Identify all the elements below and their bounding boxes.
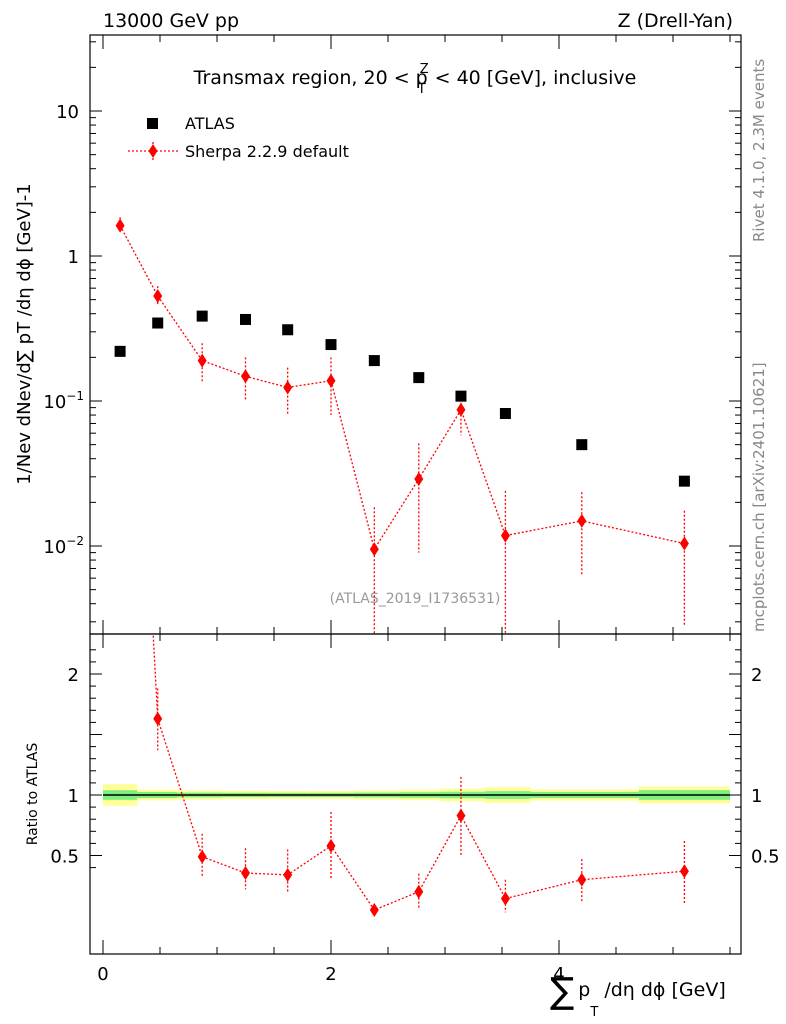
rivet-label: Rivet 4.1.0, 2.3M events bbox=[750, 59, 768, 242]
atlas-point bbox=[196, 310, 208, 322]
sherpa-point bbox=[577, 513, 587, 528]
atlas-point bbox=[325, 339, 337, 351]
main-title: Transmax region, 20 < p TZ < 40 [GeV], in… bbox=[193, 62, 637, 97]
atlas-point bbox=[678, 475, 690, 487]
sherpa-line bbox=[119, 225, 685, 551]
title-post: < 40 [GeV], inclusive bbox=[429, 67, 637, 89]
x-label-rest: /dη dϕ [GeV] bbox=[598, 979, 725, 1001]
sherpa-point bbox=[456, 402, 466, 417]
sherpa-point bbox=[241, 369, 250, 384]
sherpa-point bbox=[241, 866, 250, 881]
ratio-y-tick-label: 2 bbox=[68, 665, 79, 686]
sherpa-point bbox=[283, 380, 293, 395]
tick-base: 10 bbox=[43, 392, 66, 413]
ratio-y-tick-label-right: 2 bbox=[751, 665, 762, 686]
sherpa-line bbox=[152, 634, 685, 911]
atlas-point bbox=[576, 439, 588, 451]
mcplots-label: mcplots.cern.ch [arXiv:2401.10621] bbox=[750, 362, 768, 632]
ratio-ylabel: Ratio to ATLAS bbox=[25, 743, 41, 846]
sherpa-point bbox=[414, 471, 424, 486]
legend: ATLAS Sherpa 2.2.9 default bbox=[128, 114, 349, 161]
atlas-point bbox=[282, 324, 294, 336]
x-label-sum: ∑ bbox=[550, 971, 574, 1012]
ratio-y-tick-label: 1 bbox=[68, 786, 79, 807]
sherpa-point bbox=[283, 867, 293, 882]
atlas-point bbox=[240, 313, 251, 325]
sherpa-point bbox=[456, 808, 466, 823]
legend-atlas-marker bbox=[147, 118, 158, 129]
ratio-y-ticks: 2 2 1 1 0.5 0.5 bbox=[50, 649, 780, 869]
sherpa-point bbox=[369, 902, 379, 917]
sherpa-ratio-series bbox=[152, 634, 689, 917]
legend-atlas-label: ATLAS bbox=[185, 114, 235, 133]
main-panel: Transmax region, 20 < p TZ < 40 [GeV], in… bbox=[14, 34, 742, 635]
sherpa-point bbox=[577, 872, 587, 887]
main-y-tick-label: 1 bbox=[68, 247, 79, 268]
ratio-y-tick-label-right: 0.5 bbox=[751, 847, 780, 868]
title-sub: T bbox=[417, 82, 426, 97]
sherpa-point bbox=[197, 353, 207, 368]
ratio-y-tick-label: 0.5 bbox=[50, 847, 79, 868]
ratio-panel: 2 2 1 1 0.5 0.5 0 2 4 Ratio to ATLAS bbox=[25, 633, 780, 985]
main-y-tick-label: 10 bbox=[56, 102, 79, 123]
atlas-point bbox=[499, 407, 511, 419]
x-tick-label: 4 bbox=[553, 964, 564, 985]
main-y-tick-label: 10−2 bbox=[43, 534, 84, 558]
sherpa-point bbox=[679, 536, 689, 551]
atlas-point bbox=[114, 345, 126, 357]
atlas-point bbox=[455, 390, 467, 402]
sherpa-point bbox=[500, 891, 510, 906]
sherpa-point bbox=[115, 218, 125, 233]
atlas-series bbox=[114, 310, 690, 487]
main-y-tick-label: 10−1 bbox=[43, 389, 84, 413]
tick-exponent: −2 bbox=[66, 534, 84, 548]
x-label-sub: T bbox=[589, 1005, 598, 1020]
legend-sherpa-label: Sherpa 2.2.9 default bbox=[185, 142, 349, 161]
watermark: (ATLAS_2019_I1736531) bbox=[330, 591, 501, 607]
sherpa-point bbox=[500, 528, 510, 543]
sherpa-point bbox=[153, 711, 163, 726]
sherpa-point bbox=[369, 542, 379, 557]
sherpa-point bbox=[153, 288, 163, 303]
main-y-ticks bbox=[90, 41, 741, 623]
x-tick-label: 2 bbox=[325, 964, 336, 985]
main-ylabel: 1/Nev dNev/d∑ pT /dη dϕ [GeV]-1 bbox=[14, 183, 35, 485]
legend-sherpa-marker bbox=[148, 144, 158, 158]
ratio-y-tick-label-right: 1 bbox=[751, 786, 762, 807]
atlas-point bbox=[413, 372, 425, 384]
sherpa-point bbox=[197, 849, 207, 864]
sherpa-point bbox=[326, 373, 336, 388]
sherpa-point bbox=[326, 838, 336, 853]
ratio-x-ticks: 0 2 4 bbox=[97, 634, 731, 985]
title-sup: Z bbox=[420, 62, 429, 77]
x-axis-label: ∑ pT /dη dϕ [GeV] bbox=[550, 971, 726, 1020]
header-left-label: 13000 GeV pp bbox=[103, 10, 239, 32]
x-tick-label: 0 bbox=[97, 964, 108, 985]
tick-base: 10 bbox=[43, 537, 66, 558]
header-right-label: Z (Drell-Yan) bbox=[618, 10, 733, 32]
sherpa-series bbox=[115, 217, 689, 634]
ratio-frame bbox=[89, 633, 742, 955]
tick-exponent: −1 bbox=[66, 389, 84, 403]
title-pre: Transmax region, 20 < p bbox=[193, 67, 428, 89]
x-label-p: p bbox=[578, 979, 590, 1001]
main-x-ticks bbox=[102, 35, 731, 634]
sherpa-point bbox=[679, 864, 689, 879]
atlas-point bbox=[368, 355, 380, 367]
atlas-point bbox=[152, 317, 164, 329]
sherpa-point bbox=[414, 884, 424, 899]
